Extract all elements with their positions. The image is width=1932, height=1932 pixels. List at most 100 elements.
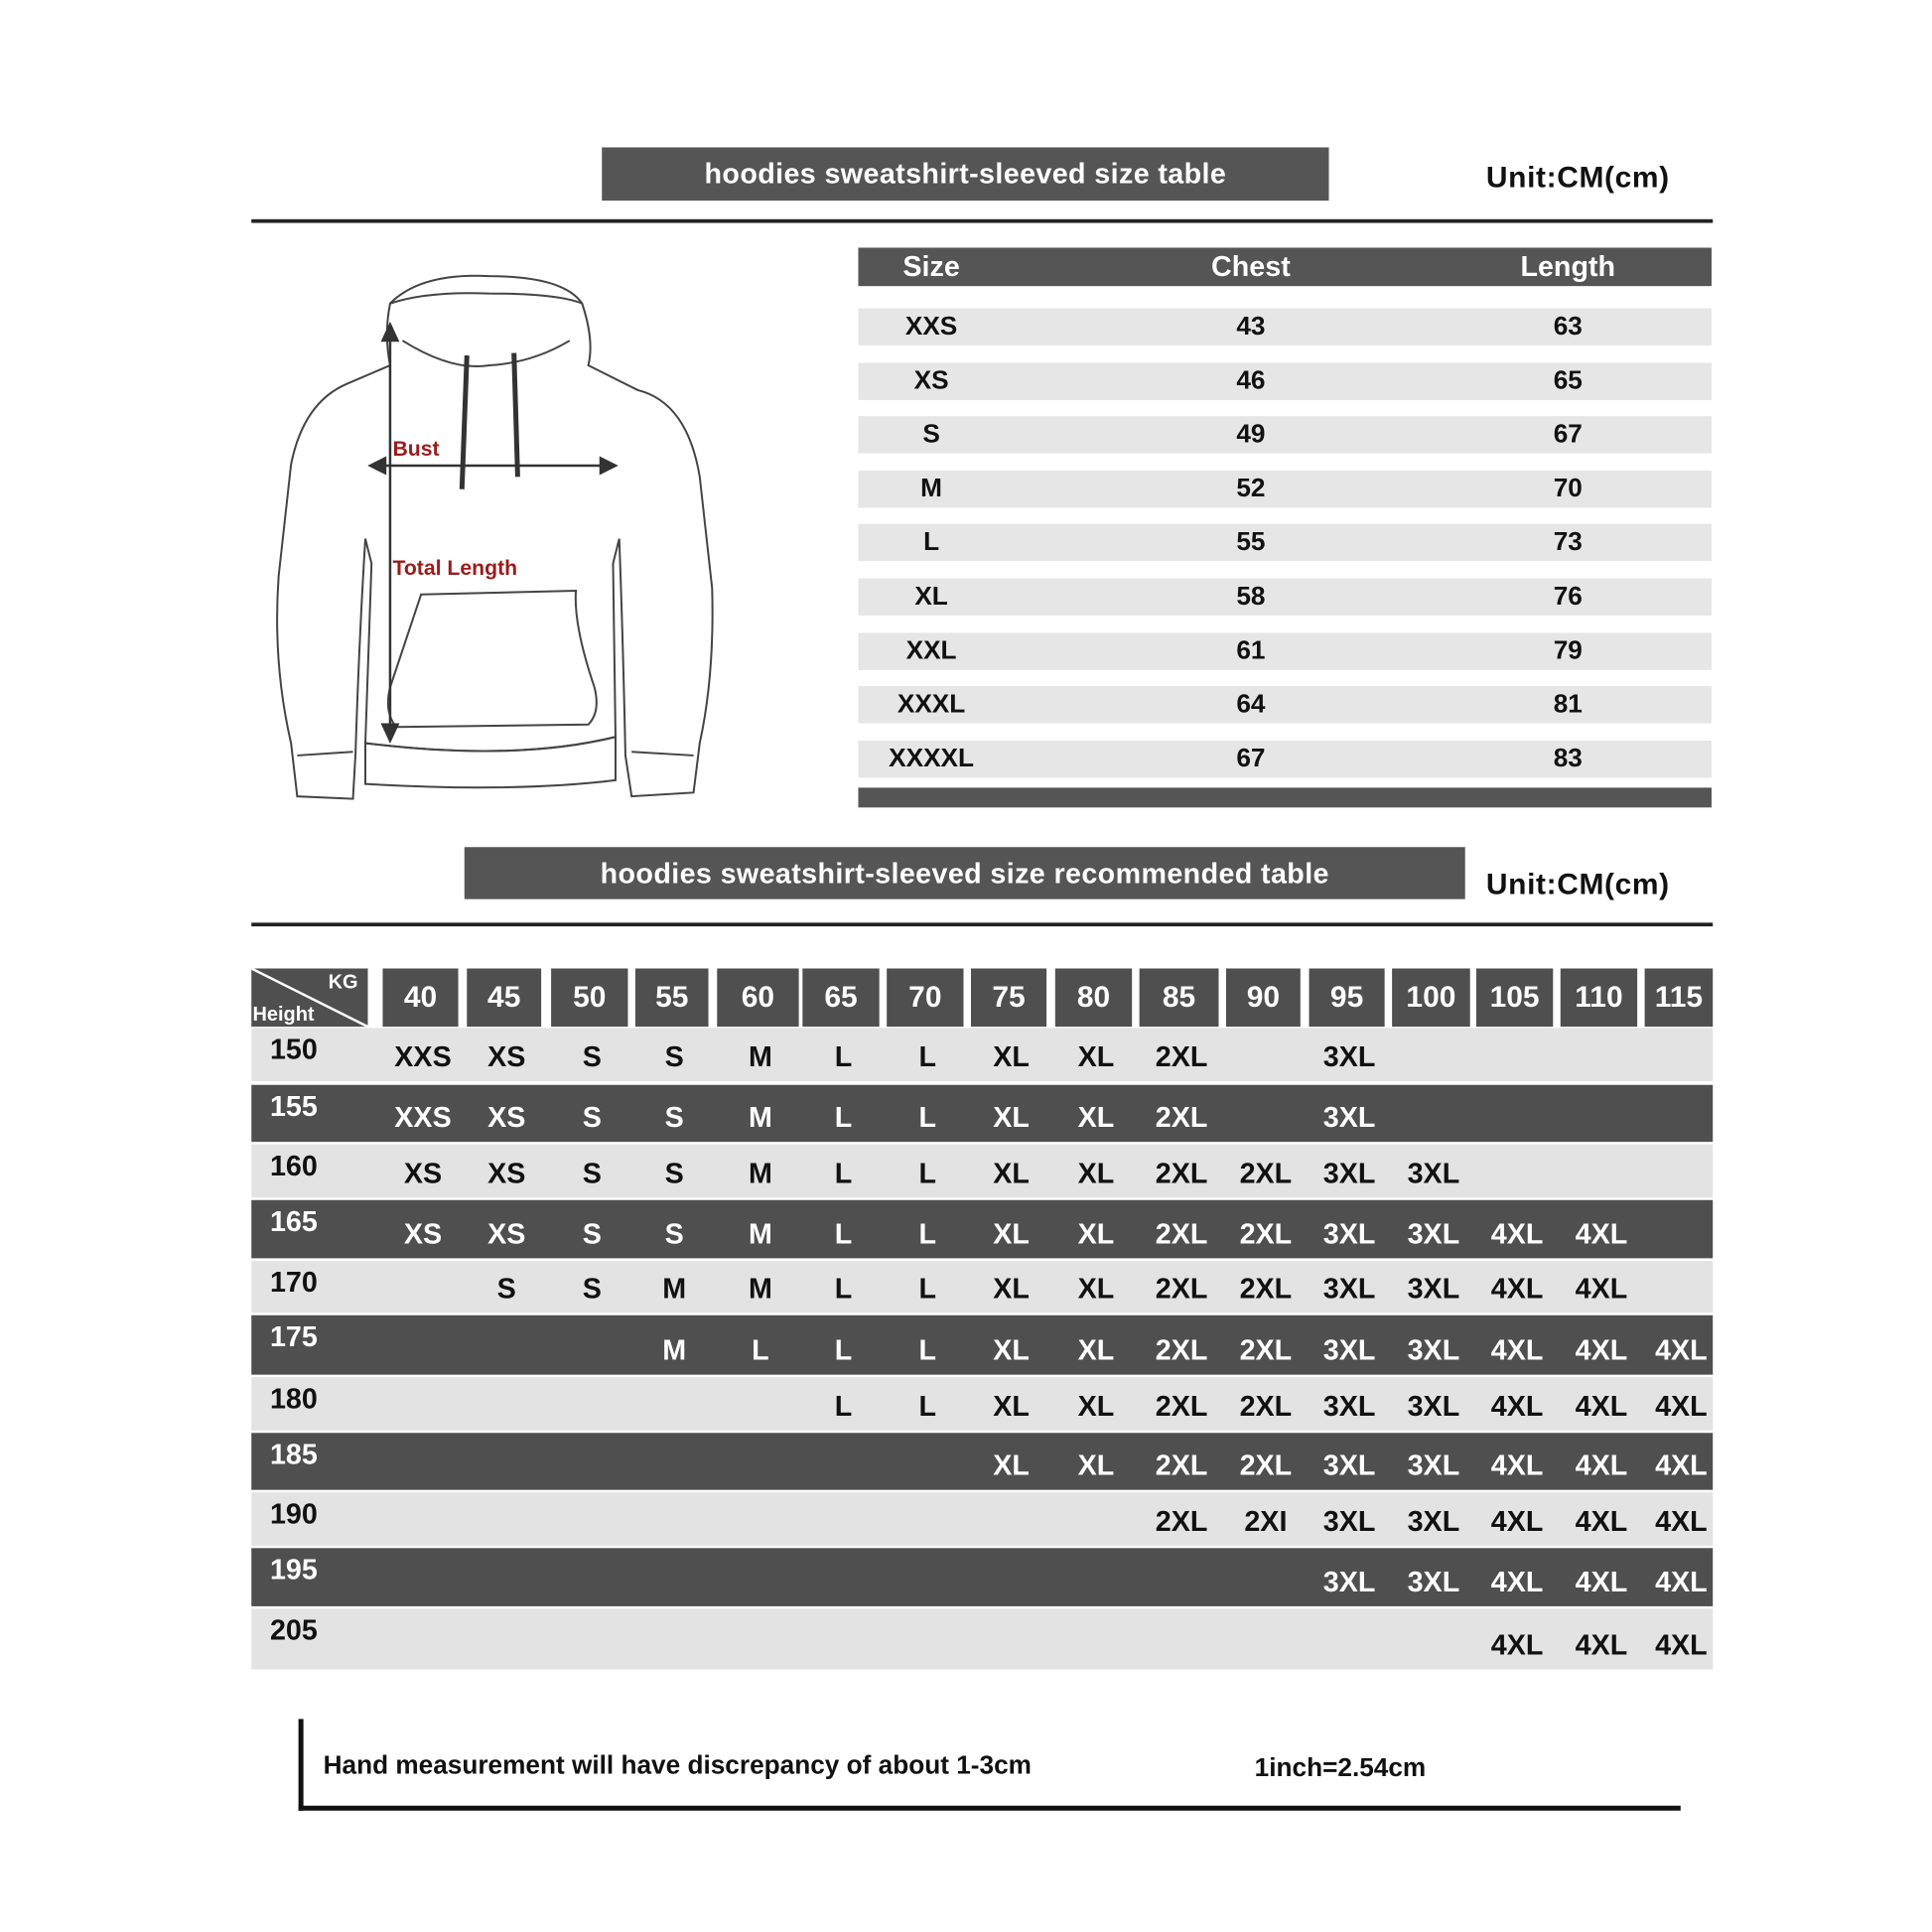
chest-cell: 49 (1236, 420, 1266, 449)
size-recommendation: 2XL (1155, 1100, 1208, 1134)
footer-rule (298, 1805, 1681, 1811)
size-recommendation: XS (487, 1039, 526, 1073)
weight-header-95: 95 (1309, 968, 1385, 1028)
length-cell: 81 (1553, 690, 1583, 719)
size-recommendation: L (918, 1217, 937, 1250)
recommended-row-205: 205 4XL 4XL 4XL (251, 1608, 1714, 1670)
weight-header-55: 55 (634, 968, 709, 1028)
size-recommendation: XS (487, 1157, 526, 1189)
size-recommendation: XL (993, 1039, 1030, 1073)
size-recommendation: 4XL (1575, 1389, 1628, 1423)
length-cell: 70 (1553, 474, 1583, 503)
height-label: 205 (269, 1613, 318, 1646)
chest-cell: 55 (1236, 527, 1266, 557)
size-recommendation: L (752, 1333, 769, 1366)
weight-header-60: 60 (717, 968, 799, 1028)
weight-header-40: 40 (382, 968, 459, 1028)
size-recommendation: S (664, 1100, 684, 1134)
height-label: 180 (269, 1382, 318, 1415)
size-table-row: XS 46 65 (858, 361, 1712, 400)
size-recommendation: XS (487, 1217, 526, 1250)
size-recommendation: 3XL (1407, 1565, 1460, 1598)
size-recommendation: 3XL (1322, 1333, 1376, 1366)
height-label: 185 (269, 1438, 318, 1470)
size-cell: XXL (905, 635, 957, 665)
size-recommendation: 2XL (1155, 1039, 1208, 1073)
size-recommendation: XL (993, 1333, 1030, 1366)
bust-label: Bust (392, 437, 440, 462)
chest-cell: 52 (1236, 474, 1266, 503)
size-recommendation: M (748, 1100, 772, 1134)
length-cell: 67 (1553, 420, 1583, 449)
diagonal-divider (251, 968, 368, 1028)
recommended-row-165: 165 XS XS S S M L L XL XL 2XL 2XL 3XL 3XL 4XL 4XL (251, 1199, 1714, 1259)
size-recommendation: S (664, 1217, 684, 1250)
size-cell: S (922, 420, 940, 449)
size-table-row: XXXXL 67 83 (858, 740, 1712, 778)
size-table-row: S 49 67 (858, 416, 1712, 454)
size-recommendation: 4XL (1655, 1628, 1708, 1661)
size-recommendation: 2XL (1239, 1389, 1293, 1423)
hoodie-diagram (276, 274, 714, 800)
size-recommendation: XL (1077, 1449, 1115, 1481)
chest-cell: 64 (1236, 690, 1266, 719)
size-recommendation: 3XL (1322, 1389, 1376, 1423)
size-recommendation: XL (993, 1449, 1030, 1481)
size-recommendation: XL (1077, 1039, 1115, 1073)
size-recommendation: 4XL (1575, 1565, 1628, 1598)
size-recommendation: 2XL (1155, 1449, 1208, 1481)
size-recommendation: 2XL (1155, 1272, 1208, 1305)
size-recommendation: XL (993, 1157, 1030, 1189)
size-cell: M (920, 474, 942, 503)
height-label: 175 (269, 1319, 318, 1353)
size-recommendation: 3XL (1407, 1272, 1460, 1305)
height-label: 165 (269, 1204, 318, 1238)
size-recommendation: 4XL (1490, 1333, 1544, 1366)
size-recommendation: XL (1077, 1100, 1115, 1134)
header-chest: Chest (1211, 249, 1291, 283)
size-recommendation: 4XL (1655, 1449, 1708, 1481)
weight-header-105: 105 (1475, 968, 1554, 1028)
size-recommendation: S (664, 1039, 684, 1073)
size-recommendation: XL (1077, 1333, 1115, 1366)
size-recommendation: 4XL (1655, 1565, 1708, 1598)
size-recommendation: 3XL (1322, 1504, 1376, 1538)
weight-header-90: 90 (1225, 968, 1301, 1028)
size-recommendation: 2XL (1155, 1504, 1208, 1538)
header-size: Size (902, 249, 960, 283)
size-table-row: L 55 73 (858, 524, 1712, 562)
height-label: 160 (269, 1149, 318, 1182)
size-recommendation: 4XL (1575, 1272, 1628, 1305)
size-recommendation: 2XL (1239, 1272, 1293, 1305)
size-recommendation: L (834, 1333, 853, 1366)
recommended-row-170: 170 S S M M L L XL XL 2XL 2XL 3XL 3XL 4XL 4XL (251, 1260, 1714, 1313)
size-recommendation: 4XL (1655, 1333, 1708, 1366)
height-label: 195 (269, 1553, 318, 1586)
weight-header-45: 45 (467, 968, 542, 1028)
size-recommendation: L (834, 1100, 853, 1134)
size-recommendation: XL (993, 1389, 1030, 1423)
size-recommendation: 2XI (1244, 1504, 1288, 1538)
size-recommendation: 3XL (1407, 1157, 1460, 1189)
size-recommendation: L (918, 1157, 937, 1189)
length-cell: 79 (1553, 635, 1583, 665)
weight-header-75: 75 (970, 968, 1047, 1028)
size-recommendation: L (918, 1100, 937, 1134)
size-table-title: hoodies sweatshirt-sleeved size table (602, 147, 1329, 202)
chest-cell: 43 (1236, 312, 1266, 342)
height-label: 170 (269, 1265, 318, 1299)
size-table-row: XXL 61 79 (858, 631, 1712, 670)
size-recommendation: 2XL (1155, 1217, 1208, 1250)
size-table-footer-bar (858, 787, 1712, 808)
recommended-row-150: 150 XXS XS S S M L L XL XL 2XL 3XL (251, 1028, 1714, 1082)
size-recommendation: XL (1077, 1217, 1115, 1250)
size-recommendation: M (748, 1039, 772, 1073)
size-cell: XXS (904, 312, 958, 342)
divider (251, 218, 1714, 223)
size-recommendation: 4XL (1655, 1389, 1708, 1423)
size-recommendation: L (834, 1217, 853, 1250)
size-recommendation: XS (403, 1157, 443, 1189)
length-cell: 65 (1553, 365, 1583, 395)
size-recommendation: 3XL (1407, 1504, 1460, 1538)
weight-header-85: 85 (1139, 968, 1219, 1028)
